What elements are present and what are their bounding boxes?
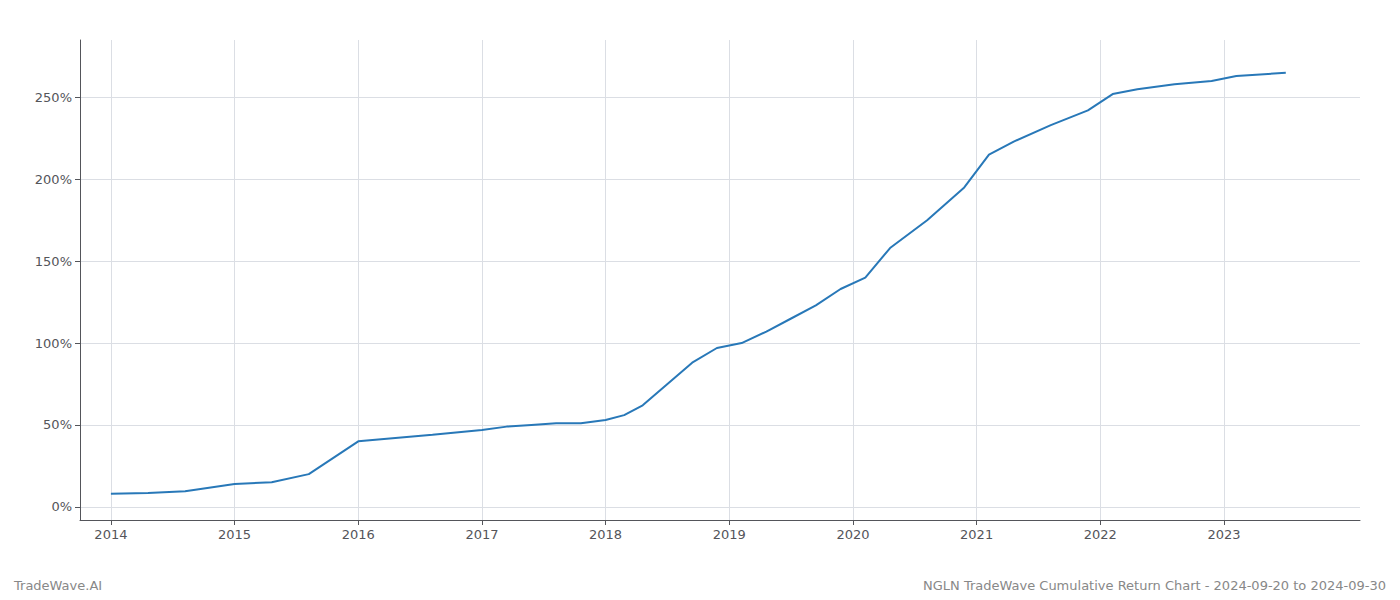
- svg-text:2014: 2014: [94, 527, 127, 542]
- svg-text:2023: 2023: [1207, 527, 1240, 542]
- svg-text:2015: 2015: [218, 527, 251, 542]
- svg-text:200%: 200%: [35, 172, 72, 187]
- svg-text:50%: 50%: [43, 417, 72, 432]
- svg-text:TradeWave.AI: TradeWave.AI: [13, 578, 102, 593]
- svg-text:2021: 2021: [960, 527, 993, 542]
- svg-text:150%: 150%: [35, 254, 72, 269]
- svg-text:2020: 2020: [836, 527, 869, 542]
- svg-text:2022: 2022: [1084, 527, 1117, 542]
- svg-text:2016: 2016: [342, 527, 375, 542]
- svg-text:NGLN TradeWave Cumulative Retu: NGLN TradeWave Cumulative Return Chart -…: [923, 578, 1386, 593]
- svg-text:0%: 0%: [51, 499, 72, 514]
- svg-text:250%: 250%: [35, 90, 72, 105]
- svg-text:100%: 100%: [35, 336, 72, 351]
- svg-text:2018: 2018: [589, 527, 622, 542]
- svg-text:2019: 2019: [713, 527, 746, 542]
- svg-text:2017: 2017: [465, 527, 498, 542]
